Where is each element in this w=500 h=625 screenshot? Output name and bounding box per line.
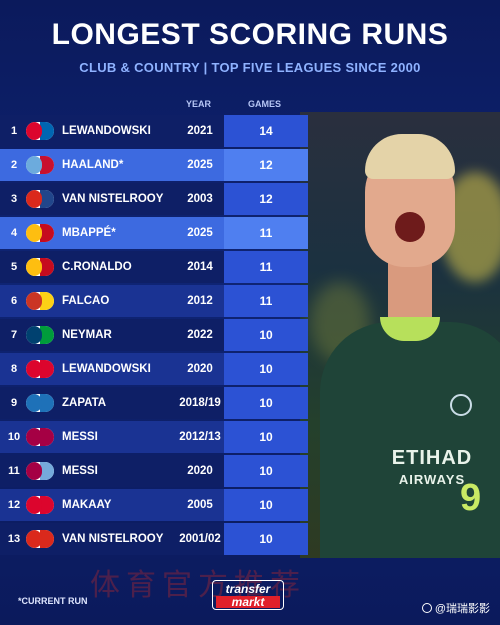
rank-number: 7 — [10, 329, 18, 341]
table-row: 3 VAN NISTELROOY 2003 12 — [0, 183, 308, 215]
source-label: @瑞瑞影影 — [434, 603, 490, 615]
rank-number: 13 — [7, 533, 21, 545]
footnote: *CURRENT RUN — [18, 596, 88, 606]
season-year: 2020 — [187, 465, 213, 477]
player-name: LEWANDOWSKI — [62, 363, 151, 375]
player-name: MAKAAY — [62, 499, 112, 511]
rank-number: 2 — [10, 159, 18, 171]
bayern-crest-icon — [26, 360, 54, 378]
player-name: MESSI — [62, 465, 98, 477]
atletico-crest-icon — [26, 292, 54, 310]
source-credit: @瑞瑞影影 — [421, 600, 490, 616]
bayern-crest-icon — [26, 122, 54, 140]
table-row: 12 MAKAAY 2005 10 — [0, 489, 308, 521]
real-madrid-crest-icon — [26, 258, 54, 276]
table-row: 1 LEWANDOWSKI 2021 14 — [0, 115, 308, 147]
logo-line2: markt — [216, 596, 280, 608]
barcelona-crest-icon — [26, 428, 54, 446]
year-column-header: YEAR — [186, 99, 212, 109]
barcelona-crest-icon — [26, 462, 54, 480]
page-subtitle: CLUB & COUNTRY | TOP FIVE LEAGUES SINCE … — [79, 60, 421, 75]
table-row: 6 FALCAO 2012 11 — [0, 285, 308, 317]
season-year: 2003 — [187, 193, 213, 205]
shirt-sponsor: ETIHAD — [391, 447, 473, 469]
games-count: 10 — [259, 430, 273, 444]
games-count: 14 — [259, 124, 273, 138]
season-year: 2025 — [187, 227, 213, 239]
atalanta-crest-icon — [26, 394, 54, 412]
man-united-crest-icon — [26, 190, 54, 208]
season-year: 2020 — [187, 363, 213, 375]
season-year: 2018/19 — [179, 397, 221, 409]
eye-icon — [421, 603, 432, 613]
games-count: 11 — [259, 294, 273, 308]
season-year: 2021 — [187, 125, 213, 137]
games-count: 11 — [259, 226, 273, 240]
games-column-header: GAMES — [248, 99, 282, 109]
rank-number: 12 — [7, 499, 21, 511]
table-row: 11 MESSI 2020 10 — [0, 455, 308, 487]
jersey — [320, 322, 500, 558]
games-count: 10 — [259, 498, 273, 512]
page-title: LONGEST SCORING RUNS — [51, 18, 449, 51]
player-name: VAN NISTELROOY — [62, 533, 164, 545]
man-united-crest-icon — [26, 530, 54, 548]
player-name: MESSI — [62, 431, 98, 443]
rank-number: 4 — [10, 227, 18, 239]
table-row: 7 NEYMAR 2022 10 — [0, 319, 308, 351]
games-count: 10 — [259, 396, 273, 410]
bayern-crest-icon — [26, 496, 54, 514]
games-count: 10 — [259, 328, 273, 342]
season-year: 2014 — [187, 261, 213, 273]
man-city-crest-icon — [26, 156, 54, 174]
real-madrid-crest-icon — [26, 224, 54, 242]
games-count: 10 — [259, 464, 273, 478]
table-row: 4 MBAPPÉ* 2025 11 — [0, 217, 308, 249]
logo-line1: transfer — [225, 582, 271, 596]
player-name: NEYMAR — [62, 329, 112, 341]
rank-number: 6 — [10, 295, 18, 307]
club-badge-icon — [450, 394, 472, 416]
games-count: 10 — [259, 362, 273, 376]
player-name: C.RONALDO — [62, 261, 132, 273]
season-year: 2012 — [187, 295, 213, 307]
player-name: MBAPPÉ* — [62, 227, 116, 239]
season-year: 2012/13 — [179, 431, 221, 443]
rank-number: 5 — [10, 261, 18, 273]
player-name: ZAPATA — [62, 397, 107, 409]
table-row: 5 C.RONALDO 2014 11 — [0, 251, 308, 283]
table-row: 8 LEWANDOWSKI 2020 10 — [0, 353, 308, 385]
shirt-sponsor-line2: AIRWAYS — [398, 472, 466, 487]
rank-number: 3 — [10, 193, 18, 205]
psg-crest-icon — [26, 326, 54, 344]
season-year: 2001/02 — [179, 533, 221, 545]
rank-number: 8 — [10, 363, 18, 375]
table-row: 2 HAALAND* 2025 12 — [0, 149, 308, 181]
player-name: LEWANDOWSKI — [62, 125, 151, 137]
table-row: 13 VAN NISTELROOY 2001/02 10 — [0, 523, 308, 555]
games-count: 10 — [259, 532, 273, 546]
table-row: 10 MESSI 2012/13 10 — [0, 421, 308, 453]
rank-number: 10 — [7, 431, 21, 443]
player-name: VAN NISTELROOY — [62, 193, 164, 205]
season-year: 2022 — [187, 329, 213, 341]
season-year: 2005 — [187, 499, 213, 511]
rank-number: 11 — [8, 465, 20, 477]
table-row: 9 ZAPATA 2018/19 10 — [0, 387, 308, 419]
player-name: HAALAND* — [62, 159, 124, 171]
transfermarkt-logo: transfer markt — [212, 580, 284, 610]
rank-number: 1 — [10, 125, 18, 137]
games-count: 12 — [259, 192, 273, 206]
shirt-number: 9 — [460, 477, 482, 519]
season-year: 2025 — [187, 159, 213, 171]
player-photo: ETIHAD AIRWAYS 9 — [300, 112, 500, 558]
games-count: 11 — [259, 260, 273, 274]
games-count: 12 — [259, 158, 273, 172]
player-name: FALCAO — [62, 295, 110, 307]
rank-number: 9 — [10, 397, 18, 409]
